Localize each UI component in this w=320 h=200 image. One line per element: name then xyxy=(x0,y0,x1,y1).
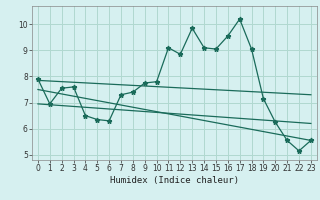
X-axis label: Humidex (Indice chaleur): Humidex (Indice chaleur) xyxy=(110,176,239,185)
